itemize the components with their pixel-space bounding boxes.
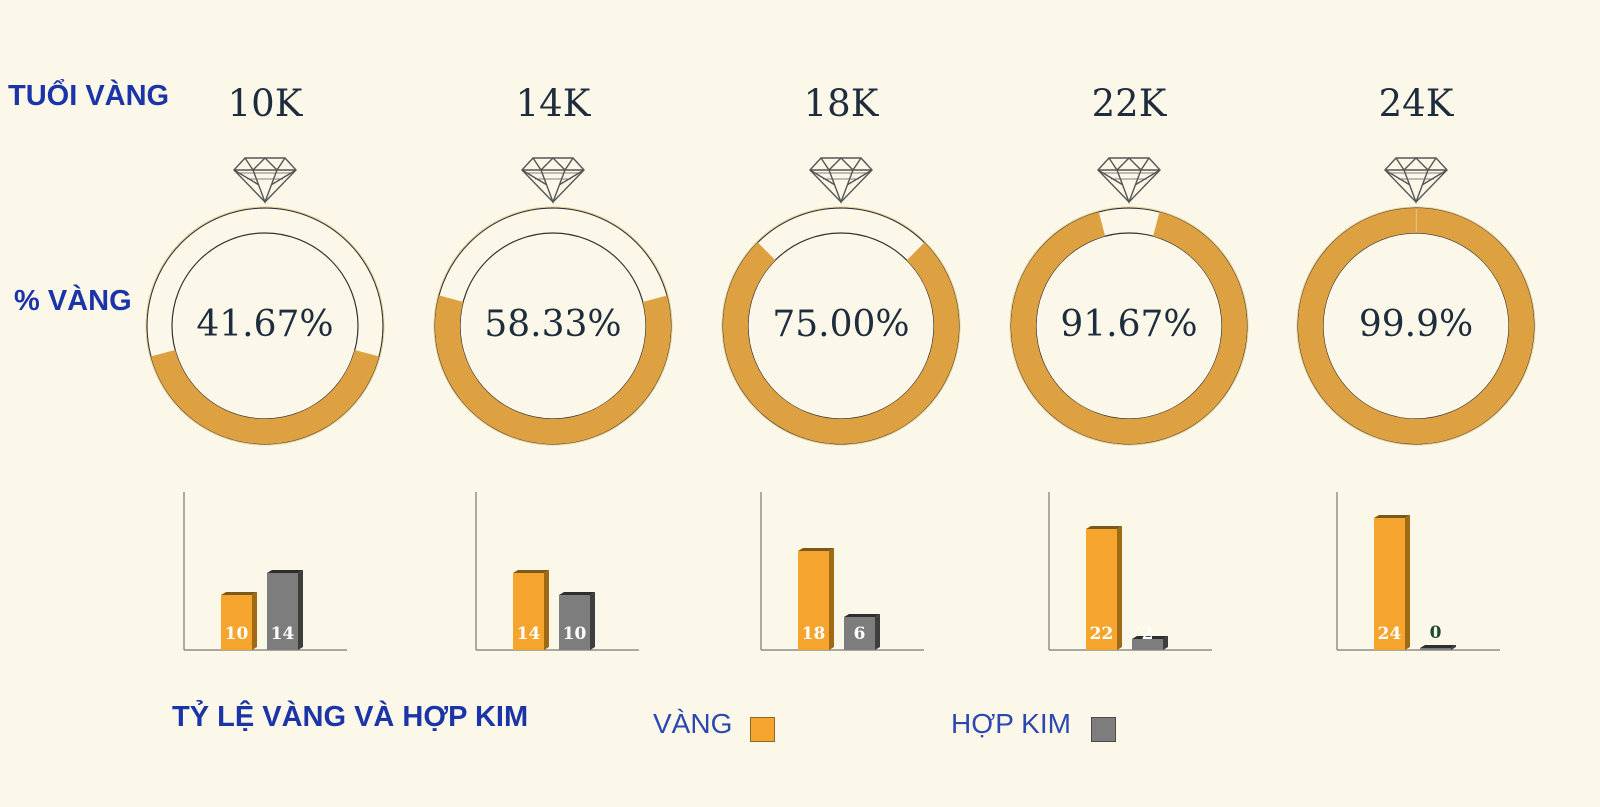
ring-gold-halo [1296,206,1536,446]
gold-ring-fill [723,208,959,444]
alloy-bar [1420,645,1456,650]
gold-bar [513,570,549,650]
alloy-bar-value-label: 0 [1430,623,1442,643]
alloy-bar [1132,636,1168,650]
diamond-icon [1384,157,1448,204]
diamond-icon [1097,157,1161,204]
gold-ring-fill [435,208,671,444]
diamond-icon [233,157,297,204]
gold-ring-fill [147,208,383,444]
alloy-bar [844,614,880,650]
karat-label: 22K [1092,82,1168,125]
gold-percent-value: 58.33% [484,304,621,345]
karat-group-10k: 10K 41.67% 10 14 [145,82,385,651]
gold-percent-row-label: % VÀNG [14,285,132,317]
legend-alloy-label: HỢP KIM [951,708,1071,739]
alloy-bar-value-label: 10 [563,624,587,644]
gold-bar-value-label: 22 [1090,624,1114,644]
ring-gold-halo [433,206,673,446]
karat-group-14k: 14K 58.33% 14 10 [433,82,673,651]
diamond-icon [809,157,873,204]
ring-inner-outline [459,232,647,420]
karat-label: 18K [804,82,880,125]
gold-percent-value: 41.67% [196,304,333,345]
gold-bar-value-label: 10 [225,624,249,644]
gold-percent-value: 91.67% [1060,304,1197,345]
alloy-bar [559,592,595,650]
ring-inner-outline [1035,232,1223,420]
diamond-icon [521,157,585,204]
gold-bar-value-label: 18 [802,624,826,644]
gold-bar [798,548,834,650]
gold-bar-value-label: 14 [517,624,541,644]
karat-group-24k: 24K 99.9% 24 0 [1296,82,1536,651]
karat-label: 14K [516,82,592,125]
gold-bar [1086,526,1122,650]
gold-percent-value: 75.00% [772,304,909,345]
karat-label: 10K [228,82,304,125]
ring-gold-halo [1009,206,1249,446]
legend-gold-label: VÀNG [653,708,733,739]
legend-gold-swatch [750,717,775,742]
karat-label: 24K [1379,82,1455,125]
ring-inner-outline [171,232,359,420]
karat-row-label: TUỔI VÀNG [8,80,170,112]
gold-percent-value: 99.9% [1359,304,1473,345]
alloy-bar-value-label: 6 [854,624,866,644]
alloy-bar-value-label: 2 [1142,624,1154,644]
legend-alloy-swatch [1091,717,1116,742]
alloy-bar [267,570,303,650]
ring-gold-halo [721,206,961,446]
alloy-bar-value-label: 14 [271,624,295,644]
gold-bar-value-label: 24 [1378,624,1402,644]
gold-ring-fill [1011,208,1247,444]
ratio-chart-title: TỶ LỆ VÀNG VÀ HỢP KIM [172,701,529,733]
karat-group-18k: 18K 75.00% 18 6 [721,82,961,651]
gold-bar [1374,515,1410,650]
gold-bar [221,592,257,650]
ring-gold-halo [145,206,385,446]
